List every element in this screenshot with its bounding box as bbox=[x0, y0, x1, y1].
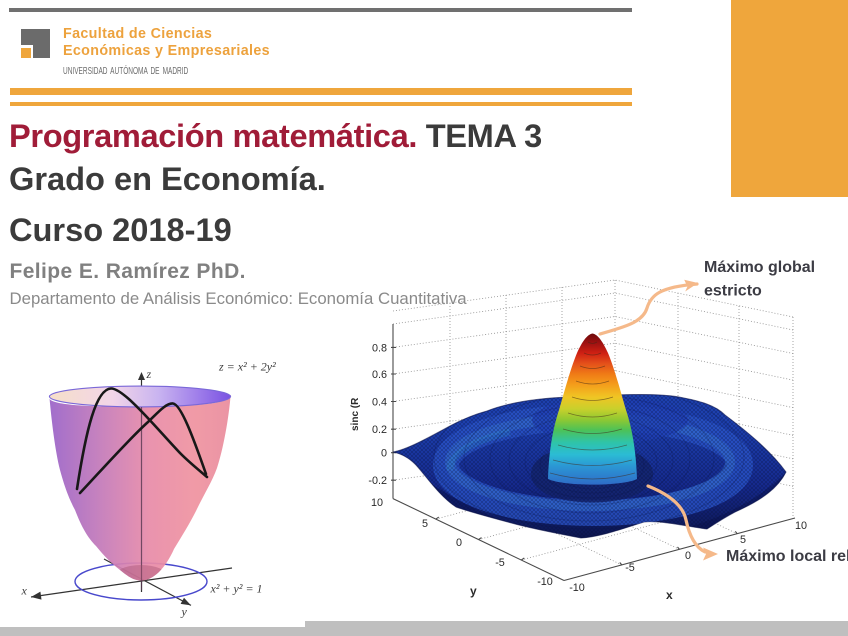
svg-text:z = x² + 2y²: z = x² + 2y² bbox=[218, 360, 276, 374]
svg-text:-0.2: -0.2 bbox=[368, 475, 387, 487]
svg-text:0.8: 0.8 bbox=[372, 342, 387, 354]
svg-text:-10: -10 bbox=[569, 582, 585, 594]
svg-text:0.6: 0.6 bbox=[372, 369, 387, 381]
svg-text:x² + y² = 1: x² + y² = 1 bbox=[210, 582, 263, 596]
svg-text:x: x bbox=[666, 588, 673, 602]
svg-text:Máximo local rel: Máximo local rel bbox=[726, 548, 848, 565]
svg-text:-5: -5 bbox=[495, 557, 505, 569]
svg-text:y: y bbox=[181, 605, 188, 619]
svg-text:Máximo global: Máximo global bbox=[704, 259, 815, 276]
svg-text:0: 0 bbox=[381, 448, 387, 460]
svg-text:-10: -10 bbox=[537, 576, 553, 588]
svg-text:0.4: 0.4 bbox=[372, 397, 387, 409]
svg-text:z: z bbox=[146, 367, 152, 381]
svg-text:estricto: estricto bbox=[704, 283, 762, 300]
svg-text:0: 0 bbox=[685, 550, 691, 562]
svg-text:10: 10 bbox=[371, 497, 383, 509]
svg-text:5: 5 bbox=[422, 518, 428, 530]
svg-text:0.2: 0.2 bbox=[372, 424, 387, 436]
svg-text:x: x bbox=[21, 584, 28, 598]
svg-text:y: y bbox=[470, 584, 477, 598]
svg-text:sinc (R: sinc (R bbox=[350, 397, 361, 431]
svg-text:10: 10 bbox=[795, 520, 807, 532]
svg-text:0: 0 bbox=[456, 537, 462, 549]
svg-text:-5: -5 bbox=[625, 562, 635, 574]
svg-text:5: 5 bbox=[740, 534, 746, 546]
